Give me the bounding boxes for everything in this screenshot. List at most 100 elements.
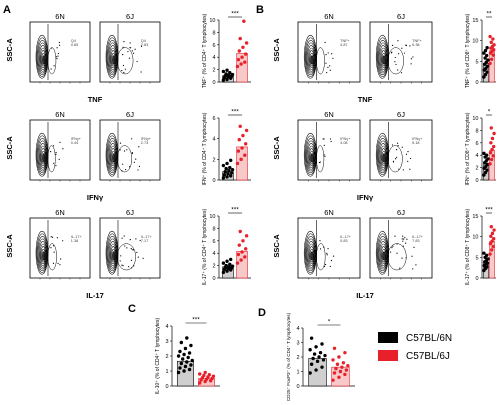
panel-a-row3-flow-6j-event-dot (130, 247, 132, 250)
panel-b-row1-flow-6j-event-dot (398, 53, 400, 55)
panel-d-bar-chart-dot-6n (321, 358, 326, 362)
panel-b-row1-flow-6j-event-dot (403, 52, 406, 54)
panel-b-row1-flow-6j-event-dot (410, 58, 412, 60)
panel-b-row1-flow-6j-event-dot (397, 40, 399, 42)
panel-a-row2-flow-6j-gate-name: IFNγ+ (141, 137, 152, 141)
panel-b-row1-flow-6j-contour (382, 55, 386, 65)
panel-b-row3-flow-6n-contour-spill (316, 243, 326, 271)
panel-b-row2-flow-6n-contour (308, 148, 315, 167)
panel-a-row1-flow-6j-event-dot (132, 52, 135, 54)
panel-b-row3-flow-6n-contour (306, 238, 316, 270)
panel-c-bar-chart-y-tick-label: 3 (165, 339, 168, 345)
panel-b-row2-bar-chart-dot-6j (489, 141, 493, 145)
panel-a-row2-flow-6j-contour (107, 138, 118, 174)
panel-b-row3-flow-6j-event-dot (411, 255, 413, 257)
panel-a-row2-bar-chart-dot-6n (228, 165, 232, 170)
panel-a-row2-bar-chart-dot-6j (243, 153, 247, 157)
panel-b-row2-flow-6n-event-dot (323, 154, 325, 156)
panel-letter-b: B (256, 4, 264, 16)
panel-a-row2-flow-6j-event-dot (128, 166, 131, 168)
panel-d-bar-chart-dot-6n (308, 371, 312, 375)
panel-a-row2-bar-chart-y-tick-label: 2 (212, 157, 215, 163)
panel-c-bar-chart-dot-6j (207, 373, 212, 377)
panel-b-row2-flow-6n-contour (305, 138, 317, 174)
panel-d-bar-chart-dot-6j (331, 378, 335, 382)
panel-a-row1-flow-6j-contour (108, 45, 117, 72)
panel-a-row3-flow-6j-contour (108, 241, 117, 268)
panel-a-row2-flow-6n-contour (41, 150, 46, 165)
panel-a-row3-bar-chart-y-tick-label: 6 (212, 239, 215, 245)
panel-b-row2-flow-6j-event-dot (402, 169, 404, 171)
panel-b-row3-flow-6j-event-dot (392, 245, 394, 247)
panel-b-row2-flow-6n-gate-name: IFNγ+ (340, 137, 351, 141)
panel-a-row1-flow-6n-event-dot (57, 52, 59, 55)
panel-a-row3-flow-6j-event-dot (135, 238, 137, 240)
panel-b-row3-bar-chart-dot-6j (491, 244, 495, 249)
panel-b-row1-flow-6j-event-dot (395, 63, 397, 66)
panel-c-bar-chart-y-tick-label: 4 (165, 324, 168, 330)
panel-a-row1-flow-6n-contour (39, 47, 47, 70)
panel-b-row3-bar-chart-sig-label: *** (485, 207, 493, 214)
panel-b-row1-flow-6j: 6J TNF+6.38 (369, 12, 433, 84)
panel-b-row3-x-label: IL-17 (356, 291, 374, 300)
panel-b-row1-x-label: TNF (358, 95, 373, 104)
panel-a-row2-bar-chart-dot-6j (243, 142, 248, 146)
panel-a-row2-bar-chart-dot-6j (237, 138, 241, 142)
panel-c-bar-chart-dot-6n (183, 364, 188, 369)
panel-b-row2-ssc-label: SSC-A (272, 136, 281, 160)
panel-b-row1-bar-chart-y-label: TNF⁺ (% of CD8⁺ T lymphocytes) (465, 13, 471, 88)
legend-label-6n: C57BL/6N (406, 333, 452, 344)
panel-a-row3-flow-6n-event-dot (50, 236, 52, 238)
panel-a-row1-flow-6n-event-dot (55, 56, 57, 58)
panel-a-row3-flow-6j: 6J IL-17+7.17 (99, 208, 161, 280)
panel-d-bar-chart-dot-6j (332, 371, 337, 375)
panel-b-row3-flow-6n-contour (307, 241, 316, 268)
panel-a-row3-flow-6j-event-dot (119, 260, 121, 262)
panel-a-row2-bar-chart-dot-6n (225, 175, 229, 179)
panel-b-row1-flow-6j-event-dot (397, 69, 399, 71)
panel-a-row2-bar-chart-dot-6n (229, 171, 234, 175)
panel-a-row3-bar-chart-y-tick-label: 4 (212, 251, 215, 257)
panel-a-row3-bar-chart-dot-6j (235, 261, 240, 265)
panel-b-row2-flow-6n-contour (306, 140, 316, 172)
panel-b-row3-flow-6j-event-dot (406, 238, 408, 240)
panel-d-bar-chart-dot-6j (335, 362, 340, 366)
panel-a-row2-bar-chart-y-label: IFN⁺ (% of CD4⁺ T lymphocytes) (202, 112, 208, 185)
panel-a-row3-bar-chart-dot-6j (243, 255, 247, 259)
panel-b-row3-flow-6j-contour (378, 238, 388, 270)
panel-b-row2-bar-chart-sig-label: * (488, 109, 491, 116)
panel-b-row2-flow-6j-contour (375, 132, 389, 177)
panel-b-row3-flow-6n: 6N IL-17+0.83 (297, 208, 361, 280)
panel-a-row2-bar-chart-dot-6n (229, 158, 233, 163)
panel-c-bar-chart-dot-6n (180, 357, 185, 361)
panel-a-row3-bar-chart-dot-6j (239, 258, 243, 262)
panel-a-row3-flow-6j-gate-value: 7.17 (141, 239, 148, 243)
panel-b-row2-flow-6j-contour (379, 143, 388, 170)
legend-swatch-6n (378, 332, 398, 343)
panel-a-row2-flow-6j-event-dot (138, 165, 141, 167)
panel-b-row3-flow-6j-event-dot (404, 237, 406, 239)
panel-b-row1-bar-chart-dot-6j (488, 34, 492, 39)
panel-b-row2-flow-6j-contour-spill (387, 145, 403, 173)
panel-a-row1-flow-6n-contour (42, 55, 46, 65)
panel-b-row2-bar-chart-dot-6j (491, 144, 496, 149)
panel-a-row1-bar-chart-dot-6n (224, 72, 228, 76)
panel-a-row2-bar-chart-y-tick-label: 6 (212, 116, 215, 122)
panel-a-row2-flow-6j-event-dot (119, 142, 122, 144)
panel-a-row3-flow-6n-event-dot (62, 240, 64, 242)
panel-d-bar-chart-dot-6j (337, 355, 341, 359)
panel-a-row2-flow-6j-event-dot (119, 149, 121, 151)
panel-b-row3-flow-6n-event-dot (330, 259, 333, 262)
panel-b-row2-flow-6n-event-dot (324, 155, 326, 157)
panel-a-row2-bar-chart-dot-6j (240, 146, 244, 150)
panel-d-bar-chart-dot-6n (309, 362, 314, 366)
panel-a-row1-flow-6n-contour (37, 40, 48, 76)
panel-b-row1-flow-6j-event-dot (390, 52, 393, 54)
panel-b-row1-flow-6j-contour (377, 40, 389, 76)
panel-letter-c: C (128, 303, 136, 315)
panel-d-bar-chart-dot-6j (334, 366, 338, 371)
panel-a-row1-bar-chart-dot-6j (241, 45, 245, 49)
panel-a-row2-flow-6j-event-dot (126, 149, 128, 151)
panel-d-bar-chart-dot-6j (341, 361, 346, 365)
panel-a-row3-bar-chart-dot-6n (221, 270, 226, 275)
